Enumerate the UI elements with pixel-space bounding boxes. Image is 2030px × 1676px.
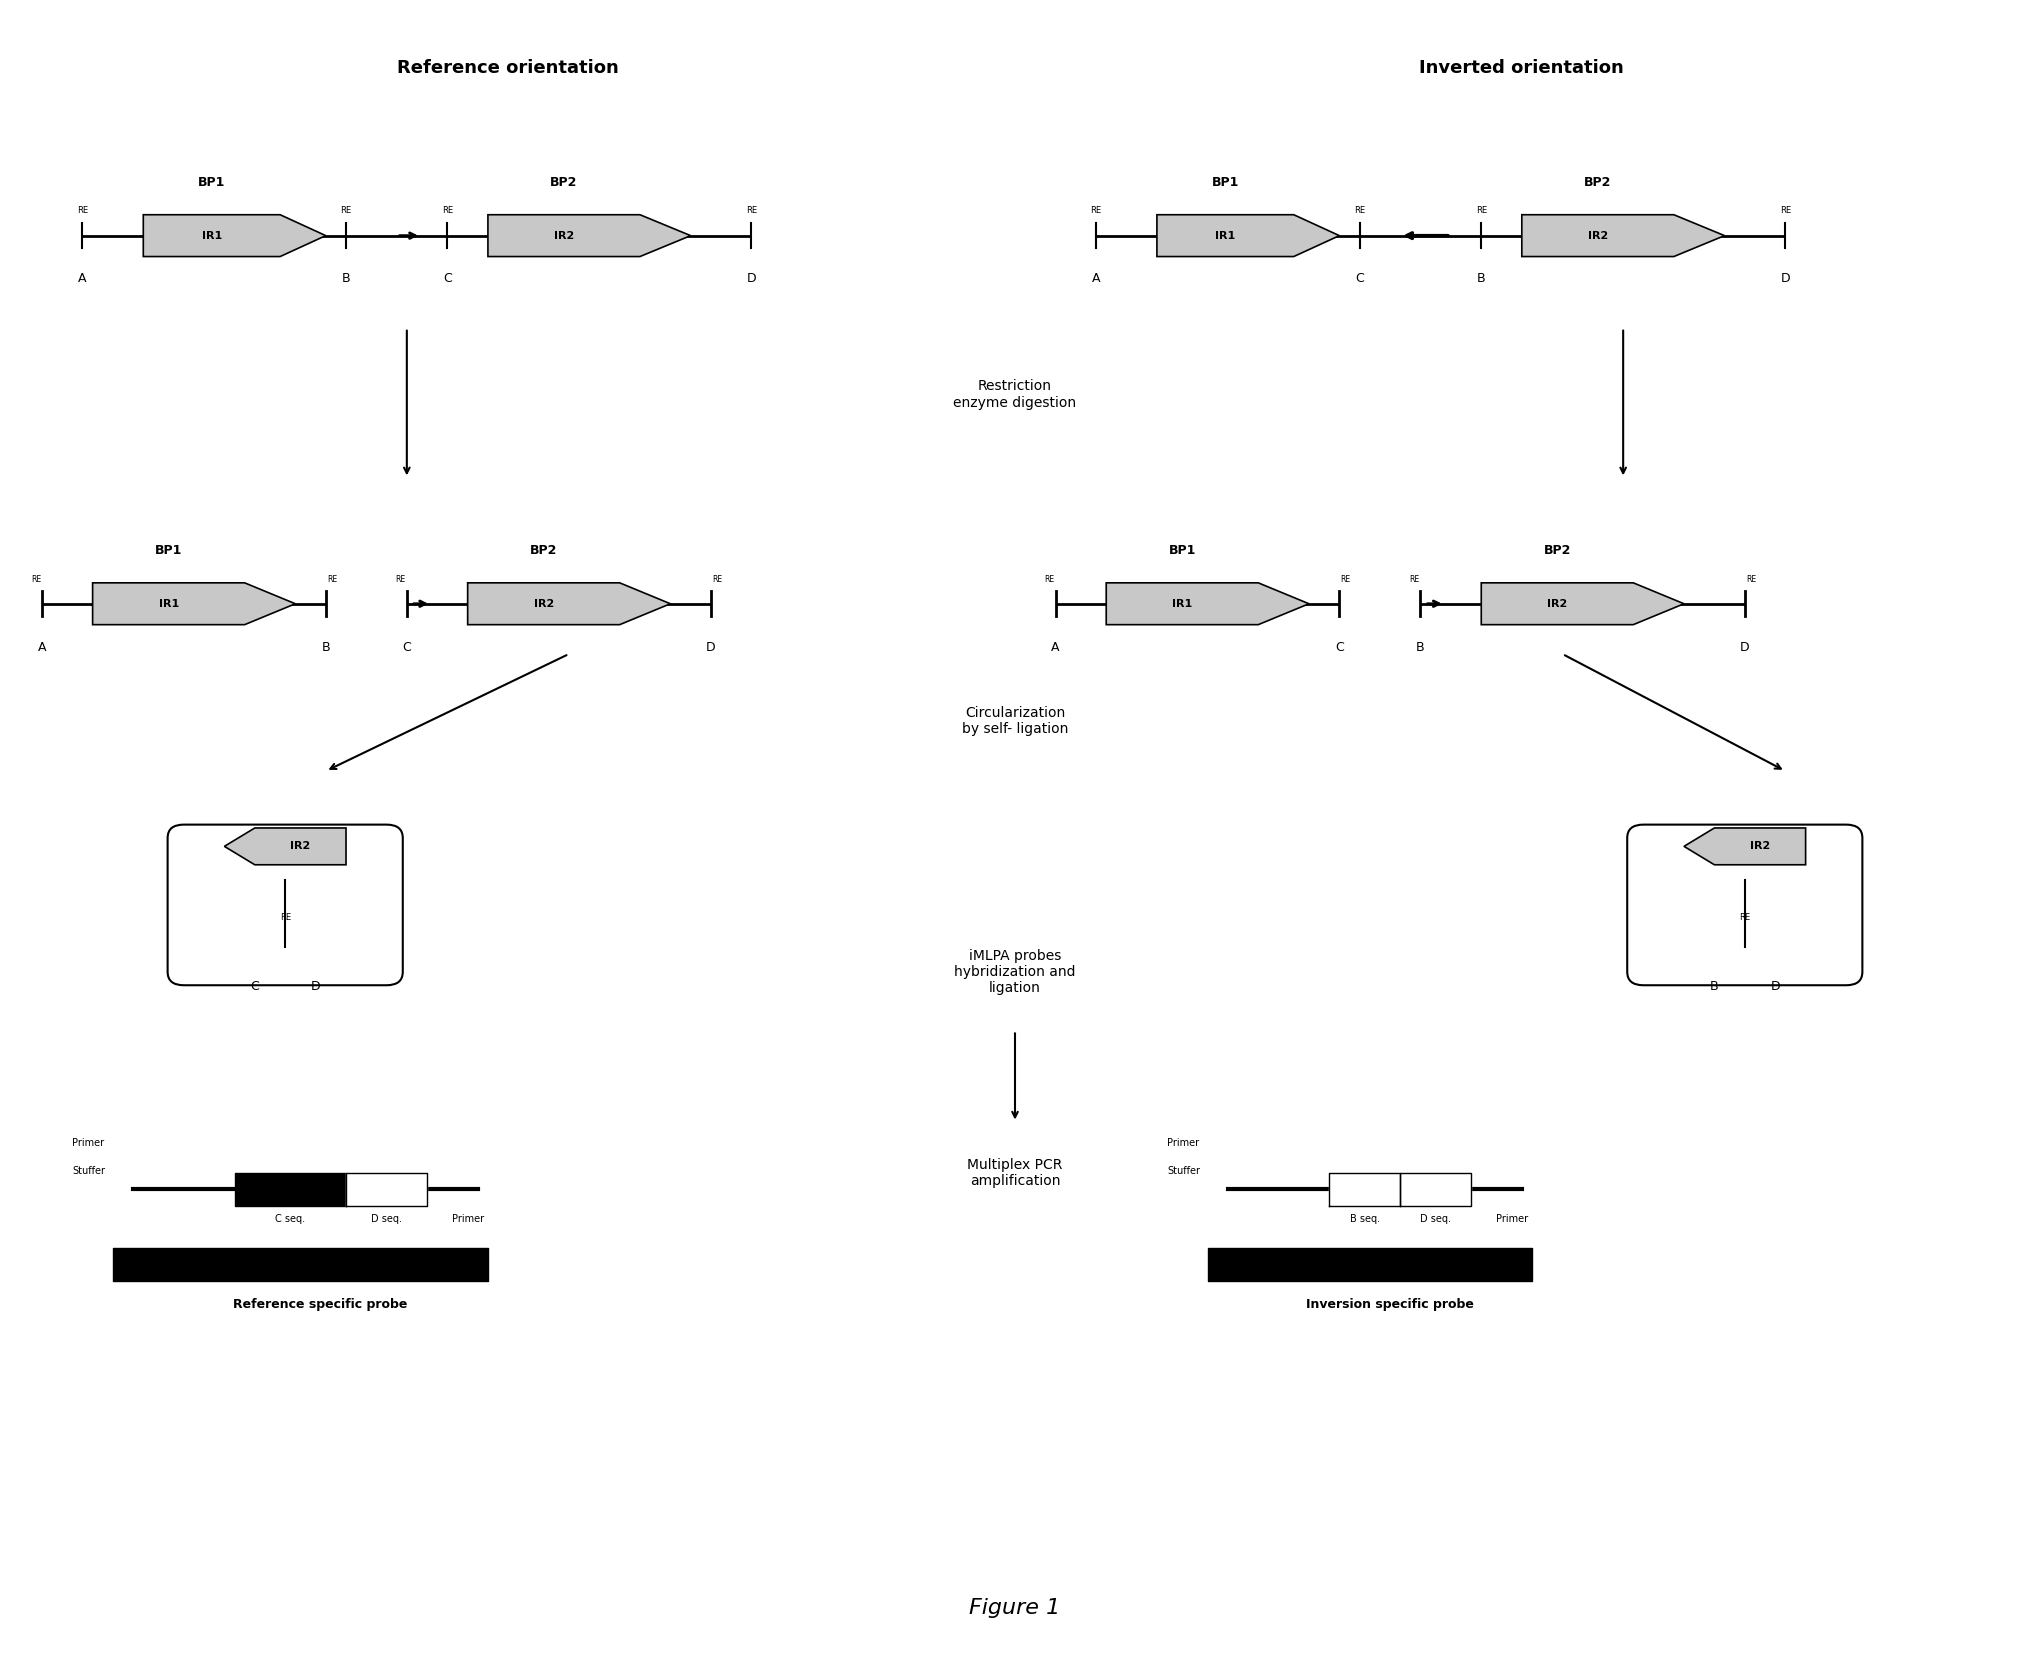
Text: C: C	[443, 273, 453, 285]
Text: Circularization
by self- ligation: Circularization by self- ligation	[962, 706, 1068, 736]
Text: BP2: BP2	[1543, 545, 1571, 556]
Polygon shape	[144, 215, 325, 256]
Text: D: D	[1780, 273, 1790, 285]
Text: Primer: Primer	[73, 1138, 104, 1148]
Text: A: A	[1092, 273, 1100, 285]
Text: D seq.: D seq.	[371, 1215, 402, 1225]
Polygon shape	[467, 583, 670, 625]
Text: D: D	[706, 640, 717, 654]
Polygon shape	[1482, 583, 1685, 625]
Text: BP1: BP1	[1212, 176, 1238, 189]
Text: IR2: IR2	[1587, 231, 1608, 241]
Text: IR1: IR1	[158, 598, 179, 608]
Text: Restriction
enzyme digestion: Restriction enzyme digestion	[954, 379, 1076, 409]
Text: RE: RE	[396, 575, 406, 583]
Text: B: B	[341, 273, 351, 285]
Text: D: D	[1770, 980, 1780, 994]
Text: IR2: IR2	[1750, 841, 1770, 851]
Polygon shape	[93, 583, 294, 625]
Polygon shape	[1685, 828, 1805, 865]
Text: IR1: IR1	[1216, 231, 1236, 241]
Text: RE: RE	[1409, 575, 1419, 583]
Text: Inversion specific probe: Inversion specific probe	[1305, 1299, 1474, 1311]
Text: RE: RE	[1740, 913, 1750, 922]
Text: RE: RE	[1746, 575, 1756, 583]
Polygon shape	[225, 828, 345, 865]
Text: BP2: BP2	[1583, 176, 1612, 189]
Text: C: C	[1356, 273, 1364, 285]
Text: D: D	[1740, 640, 1750, 654]
Text: Inverted orientation: Inverted orientation	[1419, 59, 1624, 77]
Text: B: B	[1417, 640, 1425, 654]
Text: Primer: Primer	[1167, 1138, 1200, 1148]
Text: RE: RE	[1043, 575, 1054, 583]
Text: B: B	[321, 640, 331, 654]
Text: C seq.: C seq.	[276, 1215, 304, 1225]
Polygon shape	[487, 215, 690, 256]
Text: IR1: IR1	[1171, 598, 1192, 608]
Text: C: C	[1336, 640, 1344, 654]
Text: RE: RE	[341, 206, 351, 215]
Polygon shape	[1157, 215, 1340, 256]
Text: RE: RE	[327, 575, 337, 583]
Text: Primer: Primer	[451, 1215, 483, 1225]
Text: Primer: Primer	[1496, 1215, 1529, 1225]
FancyBboxPatch shape	[1628, 825, 1862, 985]
Text: Multiplex PCR
amplification: Multiplex PCR amplification	[968, 1158, 1062, 1188]
Text: RE: RE	[745, 206, 757, 215]
Text: IR2: IR2	[534, 598, 554, 608]
Polygon shape	[1106, 583, 1309, 625]
Text: A: A	[39, 640, 47, 654]
Polygon shape	[1522, 215, 1726, 256]
Text: B: B	[1709, 980, 1719, 994]
Text: B seq.: B seq.	[1350, 1215, 1380, 1225]
Text: IR2: IR2	[1547, 598, 1567, 608]
Text: RE: RE	[30, 575, 41, 583]
FancyBboxPatch shape	[168, 825, 402, 985]
Text: Stuffer: Stuffer	[1167, 1166, 1200, 1177]
Text: BP1: BP1	[1169, 545, 1196, 556]
Text: IR2: IR2	[554, 231, 574, 241]
Text: A: A	[1052, 640, 1060, 654]
Text: C: C	[250, 980, 260, 994]
Text: Reference specific probe: Reference specific probe	[233, 1299, 408, 1311]
Text: Figure 1: Figure 1	[970, 1597, 1060, 1617]
Text: A: A	[79, 273, 87, 285]
Text: BP1: BP1	[154, 545, 183, 556]
Text: Reference orientation: Reference orientation	[398, 59, 619, 77]
Text: BP2: BP2	[550, 176, 579, 189]
Text: IR2: IR2	[290, 841, 311, 851]
Text: iMLPA probes
hybridization and
ligation: iMLPA probes hybridization and ligation	[954, 949, 1076, 996]
Text: RE: RE	[1354, 206, 1366, 215]
Text: RE: RE	[1780, 206, 1790, 215]
Text: D seq.: D seq.	[1421, 1215, 1451, 1225]
Text: BP2: BP2	[530, 545, 558, 556]
Text: RE: RE	[713, 575, 723, 583]
Text: Stuffer: Stuffer	[73, 1166, 106, 1177]
Text: RE: RE	[1340, 575, 1350, 583]
Text: BP1: BP1	[199, 176, 225, 189]
Text: C: C	[402, 640, 412, 654]
Text: RE: RE	[1090, 206, 1102, 215]
Text: RE: RE	[443, 206, 453, 215]
Text: B: B	[1478, 273, 1486, 285]
Text: RE: RE	[280, 913, 290, 922]
Text: D: D	[747, 273, 757, 285]
Text: D: D	[311, 980, 321, 994]
Text: IR1: IR1	[201, 231, 221, 241]
Text: RE: RE	[77, 206, 87, 215]
Text: RE: RE	[1476, 206, 1486, 215]
